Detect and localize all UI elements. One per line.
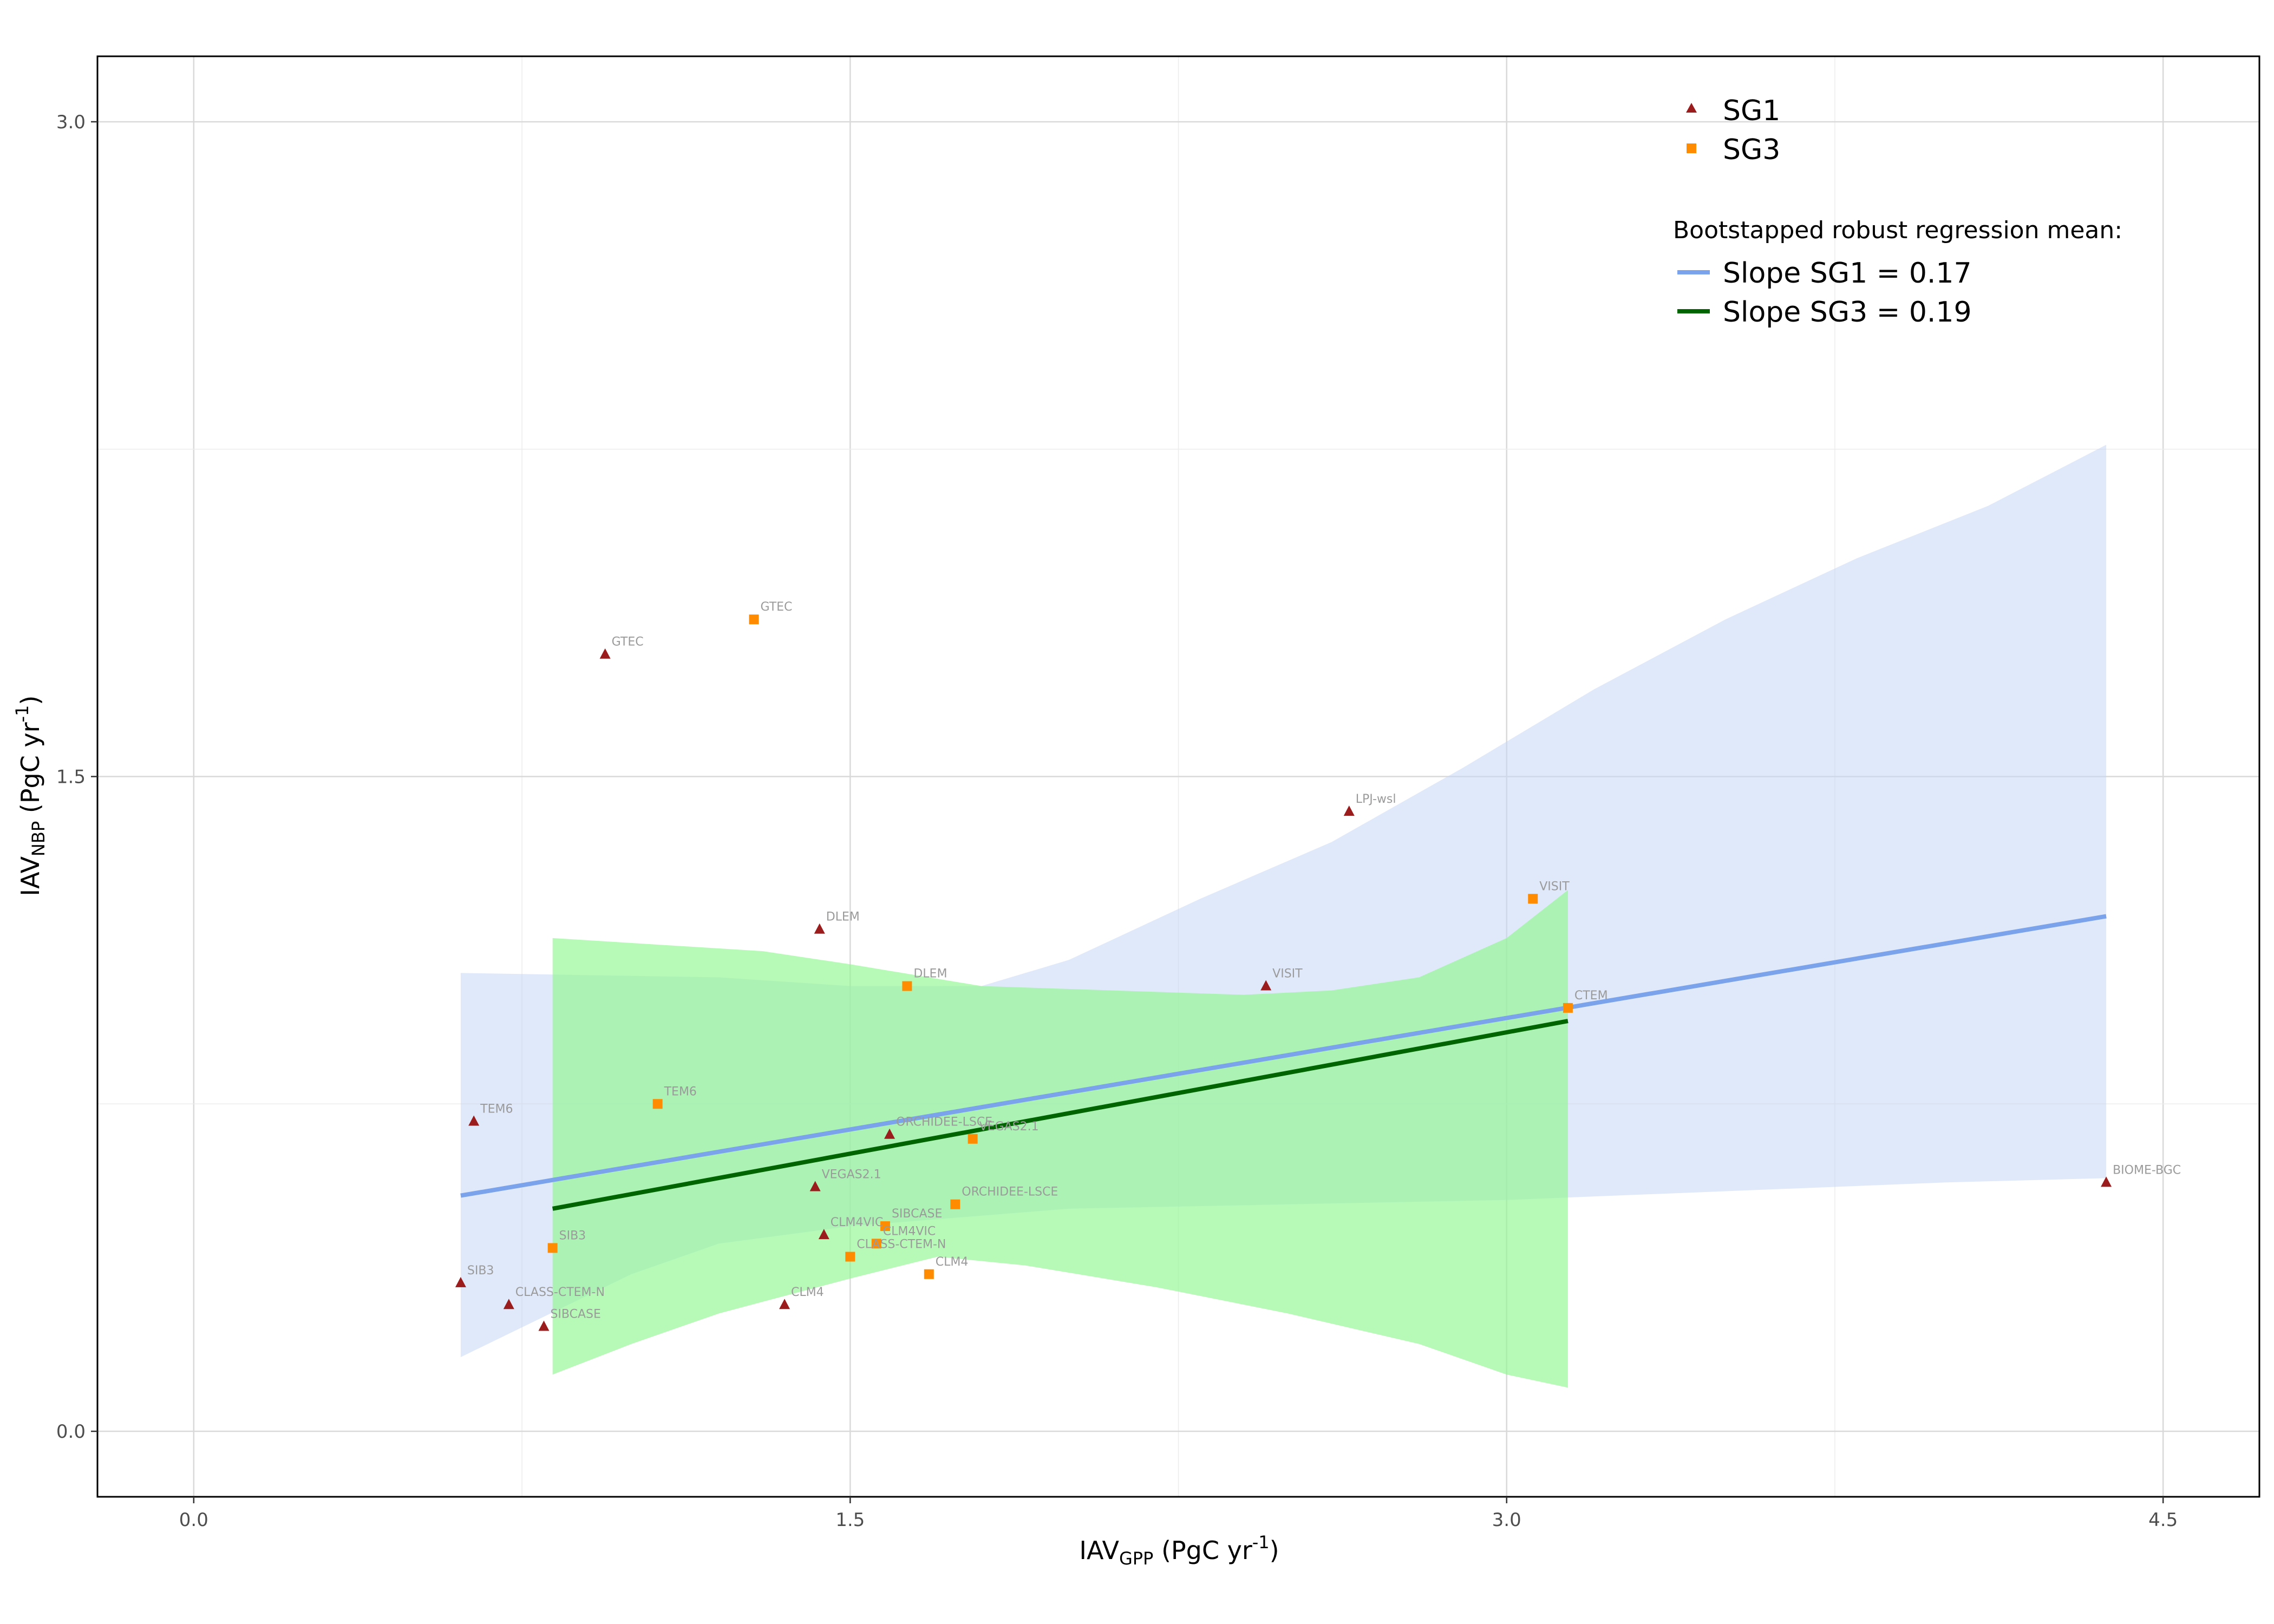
- legend-sg3-label: SG3: [1723, 134, 1780, 166]
- point-label-sg3: SIB3: [559, 1229, 586, 1242]
- point-label-sg1: CLM4VIC: [831, 1216, 884, 1229]
- point-sg3: [968, 1134, 978, 1144]
- regression-line-sg1: [460, 914, 2107, 1198]
- x-axis-title-unit: (PgC yr: [1153, 1536, 1252, 1565]
- point-sg1: [818, 1229, 829, 1240]
- point-label-sg1: DLEM: [826, 911, 860, 924]
- point-sg3: [871, 1239, 881, 1249]
- point-sg1: [779, 1299, 790, 1309]
- point-sg3: [547, 1243, 558, 1253]
- point-label-sg1: TEM6: [480, 1103, 513, 1116]
- point-sg1: [503, 1299, 514, 1309]
- y-tick-label: 3.0: [56, 112, 86, 133]
- point-sg1: [538, 1320, 550, 1331]
- legend-regression-title: Bootstapped robust regression mean:: [1673, 217, 2122, 244]
- y-tick-label: 0.0: [56, 1421, 86, 1443]
- point-label-sg3: ORCHIDEE-LSCE: [962, 1186, 1058, 1199]
- point-sg1: [1260, 980, 1272, 991]
- legend-slope-sg1-label: Slope SG1 = 0.17: [1723, 257, 1972, 290]
- x-tick-label: 0.0: [179, 1509, 208, 1531]
- point-label-sg3: VISIT: [1539, 880, 1570, 893]
- point-label-sg1: VISIT: [1272, 967, 1303, 981]
- x-tick-label: 4.5: [2148, 1509, 2178, 1531]
- y-tick-label: 1.5: [56, 767, 86, 788]
- point-label-sg3: CLASS-CTEM-N: [857, 1238, 946, 1252]
- legend-sg1-marker: [1686, 103, 1697, 113]
- point-label-sg1: GTEC: [612, 636, 644, 649]
- point-label-sg3: VEGAS2.1: [979, 1120, 1039, 1134]
- point-label-sg1: VEGAS2.1: [822, 1168, 881, 1181]
- point-sg1: [2101, 1176, 2112, 1187]
- point-label-sg1: ORCHIDEE-LSCE: [896, 1116, 992, 1129]
- point-label-sg1: SIBCASE: [550, 1308, 600, 1321]
- point-label-sg3: TEM6: [664, 1085, 697, 1098]
- regression-lines: [460, 914, 2107, 1211]
- x-tick-label: 1.5: [835, 1509, 865, 1531]
- point-label-sg1: BIOME-BGC: [2113, 1163, 2181, 1177]
- point-sg1: [884, 1128, 896, 1139]
- legend-sg3-marker: [1687, 143, 1696, 153]
- point-sg3: [924, 1269, 934, 1279]
- point-sg3: [1528, 894, 1538, 904]
- point-label-sg1: LPJ-wsl: [1356, 793, 1396, 806]
- x-axis-title-main: IAV: [1079, 1536, 1119, 1565]
- y-axis-title-sub: NBP: [28, 821, 49, 856]
- point-sg1: [599, 648, 611, 659]
- confidence-band-sg3: [552, 890, 1568, 1388]
- point-sg3: [652, 1099, 663, 1109]
- x-axis-title-unit-close: ): [1270, 1536, 1279, 1565]
- point-labels: GTECLPJ-wslDLEMVISITTEM6ORCHIDEE-LSCEVEG…: [467, 600, 2181, 1321]
- point-sg1: [468, 1115, 480, 1126]
- y-axis-title-unit-sup: -1: [12, 705, 32, 722]
- point-sg3: [749, 614, 759, 625]
- y-axis-title-main: IAV: [16, 856, 45, 896]
- point-sg3: [1563, 1003, 1573, 1013]
- y-axis-title-unit-close: ): [16, 696, 45, 705]
- point-sg3: [880, 1221, 890, 1232]
- point-sg1: [809, 1181, 821, 1191]
- point-label-sg3: CLM4: [936, 1255, 969, 1269]
- point-sg3: [950, 1199, 960, 1209]
- x-axis-title: IAVGPP (PgC yr-1): [1079, 1532, 1279, 1569]
- x-axis-ticks: 0.0 1.5 3.0 4.5: [179, 1497, 2178, 1531]
- point-sg3: [902, 981, 912, 991]
- point-label-sg3: GTEC: [760, 600, 792, 614]
- y-axis-title-unit: (PgC yr: [16, 722, 45, 821]
- point-label-sg1: CLM4: [791, 1286, 824, 1299]
- legend-sg1-label: SG1: [1723, 95, 1780, 127]
- point-label-sg3: CTEM: [1574, 989, 1608, 1003]
- confidence-bands: [460, 444, 2107, 1388]
- point-label-sg3: SIBCASE: [892, 1207, 942, 1221]
- point-label-sg3: CLM4VIC: [883, 1224, 936, 1238]
- y-axis-title: IAVNBP (PgC yr-1): [12, 696, 49, 896]
- point-sg1: [455, 1276, 466, 1287]
- data-points: [455, 614, 2112, 1331]
- point-label-sg1: SIB3: [467, 1264, 494, 1278]
- x-axis-title-sub: GPP: [1119, 1548, 1153, 1569]
- point-label-sg1: CLASS-CTEM-N: [515, 1286, 605, 1299]
- legend-slope-sg3-label: Slope SG3 = 0.19: [1723, 296, 1972, 329]
- regression-line-sg3: [552, 1019, 1569, 1211]
- y-axis-ticks: 0.0 1.5 3.0: [56, 112, 97, 1443]
- legend: SG1 SG3 Bootstapped robust regression me…: [1673, 95, 2122, 329]
- point-sg3: [845, 1252, 855, 1262]
- point-sg1: [1343, 806, 1355, 816]
- point-sg1: [814, 923, 825, 934]
- x-tick-label: 3.0: [1492, 1509, 1521, 1531]
- x-axis-title-unit-sup: -1: [1252, 1532, 1270, 1553]
- point-label-sg3: DLEM: [913, 967, 947, 981]
